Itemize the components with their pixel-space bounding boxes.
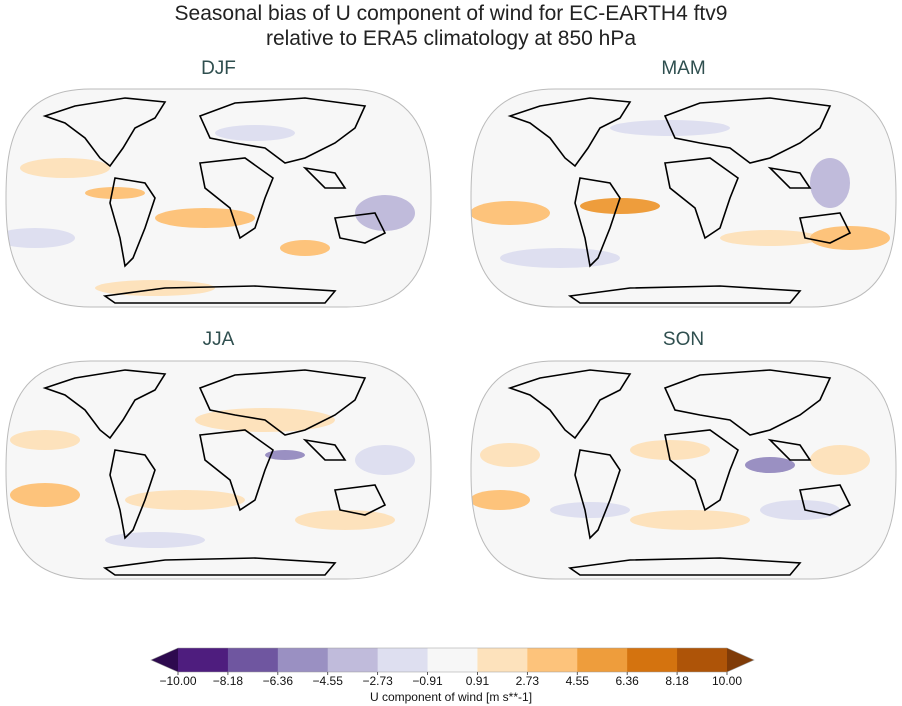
coastline	[663, 369, 832, 436]
colorbar-tick-label: 10.00	[711, 674, 743, 688]
coastline	[302, 438, 347, 461]
figure-title-line1: Seasonal bias of U component of wind for…	[174, 2, 728, 25]
colorbar-bin	[327, 648, 379, 672]
colorbar-bin	[178, 648, 229, 672]
panel-title-son: SON	[662, 329, 705, 350]
colorbar-under-triangle	[151, 648, 178, 672]
coastline	[567, 557, 802, 576]
bias-contour	[470, 201, 550, 225]
colorbar-tick-label: −4.55	[312, 674, 343, 688]
coastline	[109, 177, 156, 268]
coastline	[567, 285, 802, 304]
bias-contour	[10, 430, 80, 450]
bias-contour	[760, 500, 840, 520]
colorbar-over-triangle	[727, 648, 754, 672]
colorbar-tick-label: −2.73	[362, 674, 393, 688]
colorbar-tick-label: 4.55	[565, 674, 589, 688]
figure-title-line2: relative to ERA5 climatology at 850 hPa	[265, 27, 637, 50]
coastline	[334, 484, 387, 516]
colorbar-bin	[377, 648, 429, 672]
colorbar-tick-label: −8.18	[212, 674, 244, 688]
colorbar-tick-label: 2.73	[515, 674, 540, 688]
map-djf	[5, 88, 432, 308]
colorbar-tick-label: 8.18	[665, 674, 689, 688]
coastline	[664, 429, 739, 512]
coastline	[767, 438, 812, 461]
map-outline	[470, 88, 897, 308]
colorbar-bin	[527, 648, 578, 672]
coastline	[574, 177, 621, 268]
bias-contour	[630, 510, 750, 530]
colorbar-tick-label: −10.00	[159, 674, 197, 688]
map-mam	[470, 88, 897, 308]
map-outline	[470, 360, 897, 580]
coastline	[102, 557, 337, 576]
bias-contour	[215, 125, 295, 141]
bias-contour	[470, 490, 530, 510]
coastline	[109, 449, 156, 540]
colorbar-tick-label: −0.91	[412, 674, 443, 688]
bias-contour	[95, 280, 215, 296]
panel-title-djf: DJF	[201, 58, 236, 79]
bias-contour	[5, 228, 75, 248]
bias-contour	[355, 445, 415, 475]
coastline	[574, 449, 621, 540]
coastline	[663, 97, 832, 164]
colorbar-bin	[627, 648, 678, 672]
bias-contour	[125, 490, 245, 510]
coastline	[42, 369, 167, 440]
bias-contour	[105, 532, 205, 548]
bias-contour	[280, 240, 330, 256]
coastline	[199, 157, 274, 240]
coastline	[799, 484, 852, 516]
bias-contour	[720, 230, 820, 246]
coastline	[799, 212, 852, 244]
coastline	[767, 166, 812, 189]
colorbar-bin	[227, 648, 279, 672]
bias-contour	[265, 450, 305, 460]
map-jja	[5, 360, 432, 580]
bias-contour	[20, 158, 110, 178]
bias-contour	[10, 483, 80, 507]
bias-contour	[550, 502, 630, 518]
coastline	[198, 369, 367, 436]
bias-contour	[745, 457, 795, 473]
bias-contour	[580, 198, 660, 214]
colorbar-tick-label: 6.36	[615, 674, 639, 688]
bias-contour	[810, 445, 870, 475]
map-outline	[5, 88, 432, 308]
coastline	[334, 212, 387, 244]
colorbar-tick-label: 0.91	[465, 674, 490, 688]
coastline	[42, 97, 167, 168]
coastline	[507, 97, 632, 168]
colorbar-label: U component of wind [m s**-1]	[369, 690, 533, 704]
map-son	[470, 360, 897, 580]
coastline	[507, 369, 632, 440]
bias-contour	[355, 195, 415, 231]
colorbar-bin	[477, 648, 528, 672]
coastline	[199, 429, 274, 512]
coastline	[102, 285, 337, 304]
colorbar-bin	[277, 648, 329, 672]
colorbar-bin	[427, 648, 478, 672]
map-outline	[5, 360, 432, 580]
coastline	[664, 157, 739, 240]
bias-contour	[155, 208, 255, 228]
bias-contour	[85, 187, 145, 199]
colorbar-tick-label: −6.36	[262, 674, 293, 688]
panel-title-mam: MAM	[661, 58, 706, 79]
bias-contour	[500, 248, 620, 268]
bias-contour	[810, 158, 850, 208]
coastline	[302, 166, 347, 189]
bias-contour	[295, 510, 395, 530]
coastline	[198, 97, 367, 164]
panel-title-jja: JJA	[202, 329, 235, 350]
colorbar-bin	[677, 648, 728, 672]
colorbar	[150, 647, 755, 675]
bias-contour	[810, 226, 890, 250]
bias-contour	[480, 443, 540, 467]
bias-contour	[630, 440, 710, 460]
colorbar-bin	[577, 648, 628, 672]
